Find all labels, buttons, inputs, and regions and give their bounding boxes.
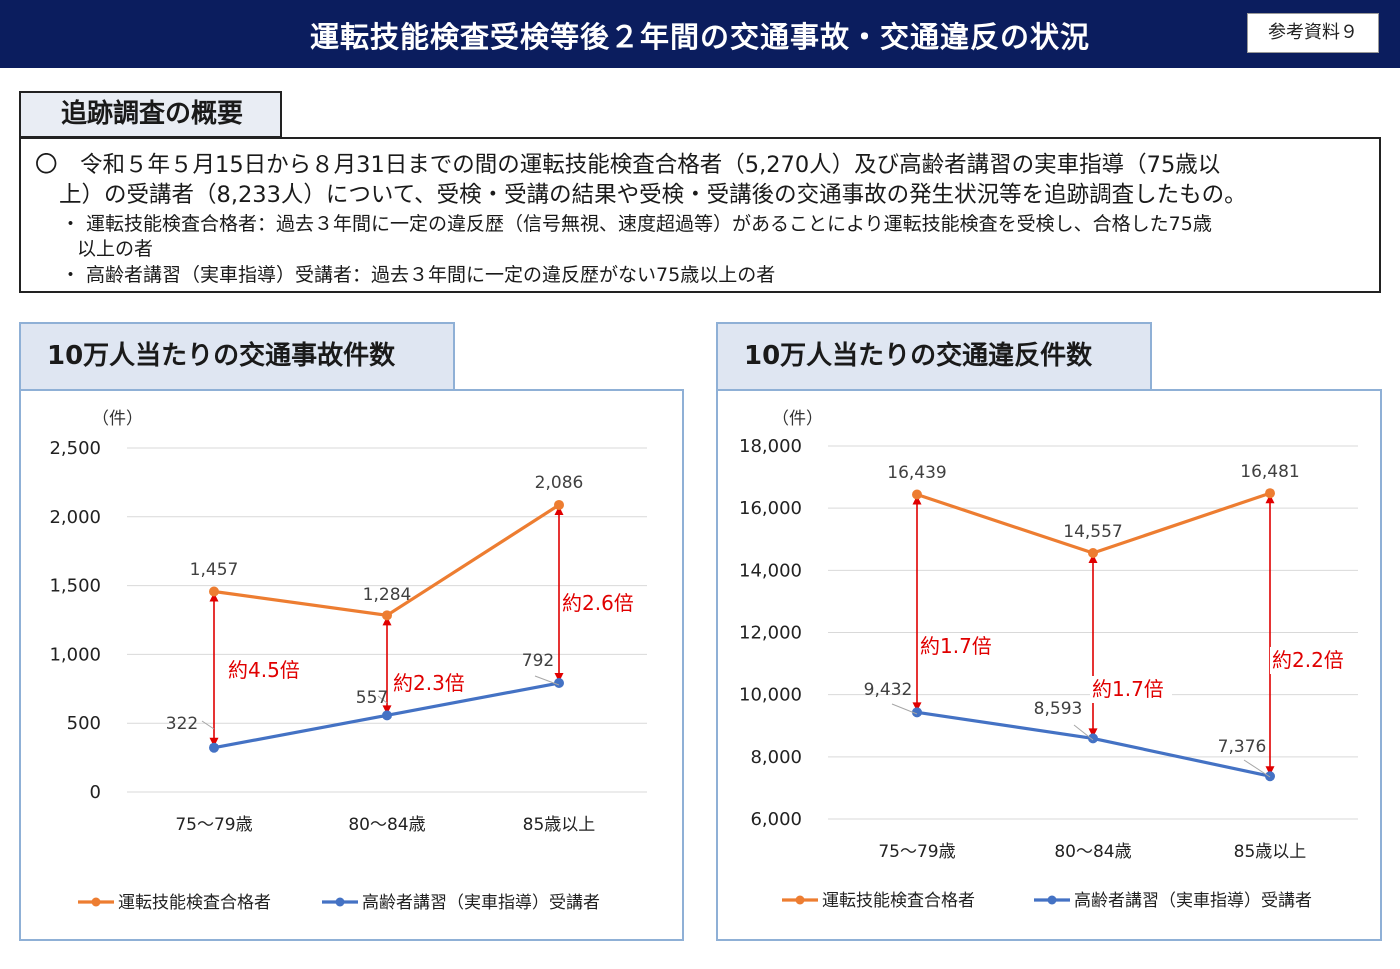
data-point-skill-test-passers xyxy=(382,610,392,621)
legend-marker xyxy=(1047,895,1057,905)
y-tick-label: 18,000 xyxy=(739,436,802,457)
data-label: 16,439 xyxy=(887,463,946,483)
accident-chart: （件） 0 500 1,000 1,500 2,000 2,500 75〜79歳 80〜84歳 8… xyxy=(49,409,647,913)
data-label: 1,284 xyxy=(363,585,412,605)
y-tick-label: 2,000 xyxy=(49,507,101,528)
data-label-leader xyxy=(1243,759,1271,778)
x-tick-label: 85歳以上 xyxy=(1234,842,1307,862)
ratio-label-bg xyxy=(1090,676,1172,703)
y-tick-label: 10,000 xyxy=(739,685,802,706)
ratio-label: 約1.7倍 xyxy=(1092,677,1164,701)
ratio-arrowhead-up xyxy=(382,616,392,626)
ratio-arrowhead-up xyxy=(209,592,219,602)
ratio-arrowhead-down xyxy=(912,702,922,712)
legend-marker xyxy=(335,897,345,907)
data-label: 792 xyxy=(522,651,554,671)
ratio-label: 約2.3倍 xyxy=(393,671,465,695)
data-label-leader xyxy=(534,675,560,686)
ratio-label-bg xyxy=(226,657,308,684)
y-tick-label: 8,000 xyxy=(750,747,802,768)
summary-line-5: ・ 高齢者講習（実車指導）受講者：過去３年間に一定の違反歴がない75歳以上の者 xyxy=(61,264,776,286)
accident-chart-title: 10万人当たりの交通事故件数 xyxy=(19,322,455,391)
data-point-skill-test-passers xyxy=(1265,488,1275,499)
ratio-label: 約1.7倍 xyxy=(920,634,992,658)
page-title: 運転技能検査受検等後２年間の交通事故・交通違反の状況 xyxy=(309,20,1090,54)
x-tick-label: 80〜84歳 xyxy=(1054,842,1131,862)
ratio-arrowhead-down xyxy=(1088,728,1098,738)
data-label: 9,432 xyxy=(864,680,913,700)
data-point-skill-test-passers xyxy=(1088,548,1098,559)
ratio-arrowhead-down xyxy=(382,705,392,715)
data-label: 14,557 xyxy=(1063,522,1122,542)
x-tick-label: 80〜84歳 xyxy=(348,815,425,835)
legend-marker xyxy=(91,897,101,907)
ratio-label: 約2.6倍 xyxy=(562,591,634,615)
ratio-label-bg xyxy=(918,633,1000,660)
data-label-leader xyxy=(201,720,215,730)
accident-chart-panel xyxy=(19,389,684,941)
legend-label: 高齢者講習（実車指導）受講者 xyxy=(362,893,600,913)
data-label: 2,086 xyxy=(535,473,584,493)
legend-marker xyxy=(795,895,805,905)
y-tick-label: 0 xyxy=(90,782,101,803)
data-label: 1,457 xyxy=(190,560,239,580)
violation-chart: （件） 6,000 8,000 10,000 12,000 14,000 16,000 18,… xyxy=(739,409,1358,911)
data-point-lecture-attendees xyxy=(382,710,392,721)
x-tick-label: 75〜79歳 xyxy=(878,842,955,862)
data-point-skill-test-passers xyxy=(912,489,922,500)
summary-line-2: 上）の受講者（8,233人）について、受検・受講の結果や受検・受講後の交通事故の… xyxy=(59,182,1247,208)
reference-badge: 参考資料９ xyxy=(1247,13,1379,53)
data-label-leader xyxy=(1073,724,1094,741)
y-tick-label: 16,000 xyxy=(739,498,802,519)
y-axis-unit: （件） xyxy=(92,409,143,429)
ratio-arrowhead-up xyxy=(554,505,564,515)
data-label: 322 xyxy=(166,714,198,734)
page-header: 運転技能検査受検等後２年間の交通事故・交通違反の状況 参考資料９ xyxy=(0,0,1400,68)
x-tick-label: 75〜79歳 xyxy=(175,815,252,835)
y-tick-label: 1,500 xyxy=(49,576,101,597)
legend-label: 運転技能検査合格者 xyxy=(118,893,271,913)
y-tick-label: 6,000 xyxy=(750,809,802,830)
summary-line-4: 以上の者 xyxy=(77,238,154,260)
summary-box: 〇 令和５年５月15日から８月31日までの間の運転技能検査合格者（5,270人）… xyxy=(19,137,1381,293)
data-point-lecture-attendees xyxy=(1265,771,1275,782)
ratio-arrowhead-down xyxy=(1265,766,1275,776)
y-tick-label: 500 xyxy=(67,713,101,734)
ratio-label: 約2.2倍 xyxy=(1272,648,1344,672)
ratio-arrowhead-up xyxy=(1088,554,1098,564)
data-point-lecture-attendees xyxy=(1088,733,1098,744)
legend-label: 高齢者講習（実車指導）受講者 xyxy=(1074,891,1312,911)
data-label: 8,593 xyxy=(1034,699,1083,719)
y-tick-label: 1,000 xyxy=(49,644,101,665)
data-point-skill-test-passers xyxy=(554,499,564,510)
ratio-label-bg xyxy=(560,590,642,617)
x-tick-label: 85歳以上 xyxy=(523,815,596,835)
ratio-arrowhead-down xyxy=(209,737,219,747)
data-point-skill-test-passers xyxy=(209,586,219,597)
data-point-lecture-attendees xyxy=(554,678,564,689)
ratio-arrowhead-up xyxy=(912,495,922,505)
ratio-label-bg xyxy=(1270,647,1352,674)
y-axis-unit: （件） xyxy=(772,409,823,429)
summary-line-1: 〇 令和５年５月15日から８月31日までの間の運転技能検査合格者（5,270人）… xyxy=(35,152,1221,178)
legend-label: 運転技能検査合格者 xyxy=(822,891,975,911)
y-tick-label: 2,500 xyxy=(49,438,101,459)
ratio-label: 約4.5倍 xyxy=(228,658,300,682)
summary-line-3: ・ 運転技能検査合格者：過去３年間に一定の違反歴（信号無視、速度超過等）があるこ… xyxy=(61,213,1212,235)
y-tick-label: 12,000 xyxy=(739,623,802,644)
data-point-lecture-attendees xyxy=(209,742,219,753)
data-label-leader xyxy=(891,703,918,715)
data-label: 557 xyxy=(356,688,388,708)
data-point-lecture-attendees xyxy=(912,707,922,718)
data-label: 16,481 xyxy=(1240,462,1299,482)
y-tick-label: 14,000 xyxy=(739,560,802,581)
data-label: 7,376 xyxy=(1218,737,1267,757)
summary-heading: 追跡調査の概要 xyxy=(19,91,282,138)
ratio-label-bg xyxy=(391,670,473,697)
violation-chart-title: 10万人当たりの交通違反件数 xyxy=(716,322,1152,391)
ratio-arrowhead-up xyxy=(1265,494,1275,504)
ratio-arrowhead-down xyxy=(554,673,564,683)
data-label-leader xyxy=(377,695,388,704)
